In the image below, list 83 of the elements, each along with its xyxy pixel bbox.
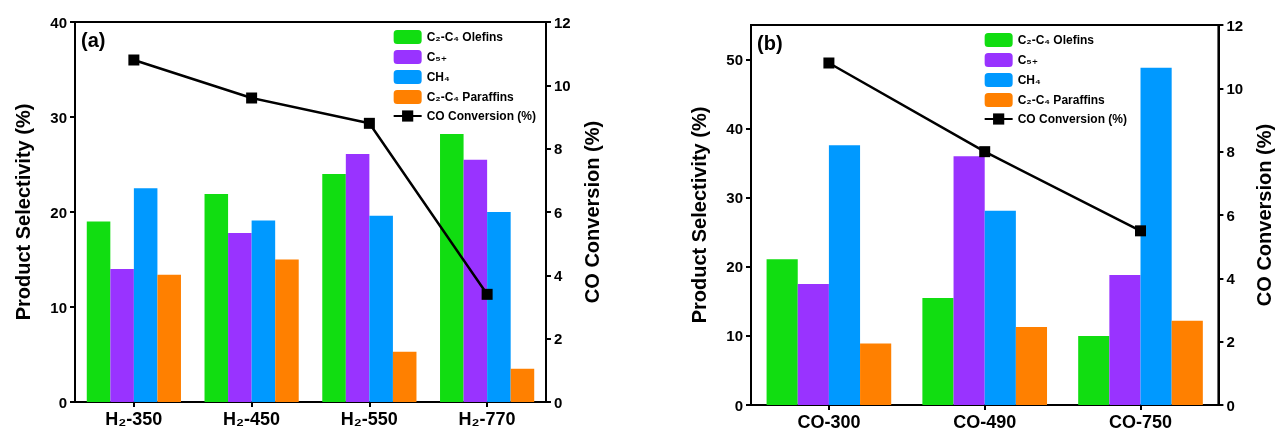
y-tick-label: 50 [726, 51, 743, 69]
y-tick-label: 10 [726, 327, 743, 345]
y2-tick-label: 6 [1226, 206, 1235, 224]
legend-label: C₂-C₄ Paraffins [1017, 93, 1106, 107]
bar [392, 351, 417, 402]
legend-label: CO Conversion (%) [1017, 112, 1127, 126]
y2-tick-label: 0 [1226, 396, 1235, 414]
bar [369, 215, 393, 402]
bar [1109, 275, 1141, 405]
y-tick-label: 0 [734, 396, 743, 414]
bar [1171, 320, 1203, 405]
legend-label: C₅₊ [426, 50, 448, 64]
x-tick-label: H₂-550 [340, 409, 398, 429]
legend-label: C₂-C₄ Paraffins [426, 90, 515, 104]
bar [345, 154, 370, 402]
bar [463, 159, 488, 402]
point [363, 117, 375, 129]
bar [110, 269, 134, 402]
y2-tick-label: 2 [1226, 333, 1235, 351]
bar [766, 259, 798, 405]
y2-tick-label: 8 [1226, 143, 1235, 161]
y2-tick-label: 12 [1226, 16, 1244, 34]
point [823, 57, 835, 69]
y2-tick-label: 4 [1226, 269, 1236, 287]
y-tick-label: 10 [50, 298, 67, 316]
x-tick-label: CO-300 [797, 412, 861, 432]
point [481, 288, 493, 300]
bar [510, 368, 535, 402]
annotation: (b) [757, 32, 783, 54]
bar [860, 343, 892, 405]
bar [953, 156, 985, 405]
y-tick-label: 20 [50, 203, 67, 221]
y-axis-title: Product Selectivity (%) [12, 103, 34, 321]
y-axis-title: Product Selectivity (%) [688, 106, 710, 324]
y2-tick-label: 10 [554, 76, 571, 94]
bar [1140, 67, 1172, 405]
legend-label: CH₄ [1017, 73, 1041, 87]
point [979, 146, 991, 158]
annotation: (a) [81, 29, 106, 51]
x-tick-label: H₂-770 [458, 409, 516, 429]
bar [322, 174, 346, 402]
y-tick-label: 20 [726, 258, 743, 276]
bar [157, 274, 181, 402]
bar [487, 212, 511, 402]
bar [797, 284, 829, 405]
y2-tick-label: 0 [554, 393, 563, 411]
bar [984, 210, 1016, 405]
y2-tick-label: 10 [1226, 79, 1244, 97]
y2-tick-label: 4 [554, 266, 563, 284]
point [1135, 225, 1147, 237]
y2-axis-title: CO Conversion (%) [1253, 123, 1275, 307]
legend-label: C₅₊ [1017, 53, 1039, 67]
point [128, 54, 140, 66]
bar [440, 134, 464, 402]
x-tick-label: CO-490 [953, 412, 1017, 432]
y2-tick-label: 8 [554, 140, 563, 158]
point [246, 92, 258, 104]
bar [828, 145, 861, 405]
y2-tick-label: 12 [554, 13, 571, 31]
y-tick-label: 30 [50, 108, 67, 126]
legend-label: C₂-C₄ Olefins [426, 30, 504, 44]
y2-tick-label: 6 [554, 203, 563, 221]
bar [275, 259, 299, 402]
y-tick-label: 30 [726, 189, 743, 207]
y2-axis-title: CO Conversion (%) [580, 120, 603, 304]
bar [251, 220, 276, 402]
bar [228, 232, 252, 402]
bar [86, 221, 111, 402]
y-tick-label: 40 [726, 120, 743, 138]
bar [922, 297, 954, 405]
x-tick-label: H₂-350 [105, 409, 163, 429]
x-tick-label: H₂-450 [223, 409, 281, 429]
x-tick-label: CO-750 [1109, 412, 1173, 432]
bar [204, 193, 229, 402]
y-tick-label: 40 [50, 13, 67, 31]
legend-label: C₂-C₄ Olefins [1017, 33, 1095, 47]
legend-label: CH₄ [426, 70, 450, 84]
bar [133, 188, 158, 402]
legend-label: CO Conversion (%) [426, 109, 536, 123]
y-tick-label: 0 [58, 393, 67, 411]
y2-tick-label: 2 [554, 330, 563, 348]
bar [1078, 335, 1110, 405]
bar [1015, 326, 1048, 405]
